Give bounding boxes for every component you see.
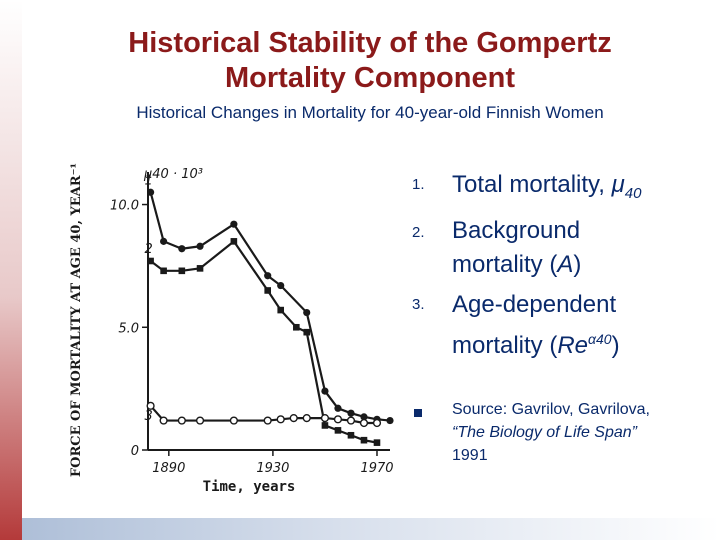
series-label: 1 xyxy=(144,173,152,188)
data-point-1 xyxy=(334,404,342,412)
data-point-1 xyxy=(347,409,355,417)
bullet-text-line1: Background xyxy=(452,217,581,244)
x-tick-label: 1890 xyxy=(152,461,185,476)
square-bullet-icon xyxy=(414,409,422,417)
source-line2: “The Biology of Life Span” xyxy=(452,424,637,441)
y-tick-label: 5.0 xyxy=(118,321,139,336)
y-axis-label: FORCE OF MORTALITY AT AGE 40, YEAR⁻¹ xyxy=(69,163,84,477)
data-point-3 xyxy=(333,415,343,424)
mu-symbol: μ xyxy=(611,171,625,198)
x-tick-label: 1930 xyxy=(256,461,289,476)
data-point-3 xyxy=(263,416,272,425)
data-point-1 xyxy=(196,242,204,250)
series-label: 3 xyxy=(144,409,152,424)
data-point-2 xyxy=(293,323,300,331)
bullet-number: 3. xyxy=(412,296,425,313)
x-tick-label: 1970 xyxy=(360,461,393,476)
data-point-3 xyxy=(302,413,311,423)
bullet-number: 2. xyxy=(412,224,425,241)
data-point-3 xyxy=(229,416,238,425)
y-tick-label: 0 xyxy=(131,444,139,459)
data-point-1 xyxy=(386,416,394,425)
slide-title-line1: Historical Stability of the Gompertz xyxy=(128,27,612,59)
data-point-3 xyxy=(195,416,205,425)
data-point-2 xyxy=(160,267,167,275)
data-point-3 xyxy=(159,416,168,425)
mu-subscript: 40 xyxy=(624,184,642,202)
data-point-1 xyxy=(230,220,238,228)
data-point-2 xyxy=(360,436,368,444)
y-tick-label: 10.0 xyxy=(110,199,139,214)
source-line3: 1991 xyxy=(452,447,488,464)
left-accent-bar xyxy=(0,0,22,540)
bottom-accent-bar xyxy=(22,518,720,540)
data-point-1 xyxy=(178,245,186,253)
data-point-1 xyxy=(160,237,168,245)
source-line1: Source: Gavrilov, Gavrilova, xyxy=(452,401,650,418)
data-point-2 xyxy=(230,238,238,245)
bullet-text-line2: mortality (Reα40) xyxy=(452,322,620,363)
data-point-1 xyxy=(303,308,311,317)
bullet-number: 1. xyxy=(412,176,425,193)
mortality-chart-svg: 1890 1930 1970 0 5.0 10.0 μ40 · 10³ Time, years… xyxy=(69,163,394,495)
bullet-text-pre: mortality ( xyxy=(452,332,558,359)
bullet-text-post: ) xyxy=(573,251,582,278)
chart-series xyxy=(146,188,394,446)
bullet-text-line1: Age-dependent xyxy=(452,291,617,318)
bullet-text: Total mortality, μ40 xyxy=(452,168,641,211)
slide-subtitle: Historical Changes in Mortality for 40-y… xyxy=(136,103,604,122)
data-point-3 xyxy=(276,415,285,424)
data-point-2 xyxy=(334,427,342,434)
data-point-3 xyxy=(146,401,155,410)
series-line-1 xyxy=(149,191,391,422)
data-point-2 xyxy=(347,431,355,439)
data-point-1 xyxy=(147,188,155,196)
chart-labels: 1890 1930 1970 0 5.0 10.0 μ40 · 10³ Time, years… xyxy=(69,163,394,495)
data-point-2 xyxy=(303,328,311,336)
bullet-text-line2: mortality (A) xyxy=(452,248,581,282)
mortality-chart: 1890 1930 1970 0 5.0 10.0 μ40 · 10³ Time, years… xyxy=(60,160,405,500)
data-point-2 xyxy=(277,306,285,314)
data-point-2 xyxy=(147,257,154,265)
bullet-text-post: ) xyxy=(611,332,620,359)
data-point-3 xyxy=(289,413,298,423)
bullet-text-pre: mortality ( xyxy=(452,251,558,278)
data-point-1 xyxy=(264,272,272,280)
bullet-text-main: Total mortality, xyxy=(452,171,612,198)
symbol-re: Re xyxy=(557,332,589,359)
data-point-3 xyxy=(372,418,382,428)
data-point-2 xyxy=(264,287,271,294)
data-point-3 xyxy=(320,413,330,423)
data-point-1 xyxy=(360,413,368,421)
data-point-2 xyxy=(373,439,381,446)
slide-title: Historical Stability of the Gompertz Mor… xyxy=(40,26,700,96)
data-point-3 xyxy=(177,416,186,425)
data-point-3 xyxy=(346,416,356,425)
data-point-1 xyxy=(321,387,329,395)
x-axis-label: Time, years xyxy=(203,479,296,495)
data-point-3 xyxy=(359,418,369,428)
data-point-2 xyxy=(196,265,204,272)
data-point-1 xyxy=(277,281,285,290)
data-point-2 xyxy=(321,422,329,429)
y-unit-label: μ40 · 10³ xyxy=(143,167,203,182)
slide-title-line2: Mortality Component xyxy=(225,62,515,94)
series-label: 2 xyxy=(144,242,152,257)
symbol-exponent: α40 xyxy=(588,331,612,347)
symbol-a: A xyxy=(557,251,574,278)
data-point-2 xyxy=(178,267,186,275)
